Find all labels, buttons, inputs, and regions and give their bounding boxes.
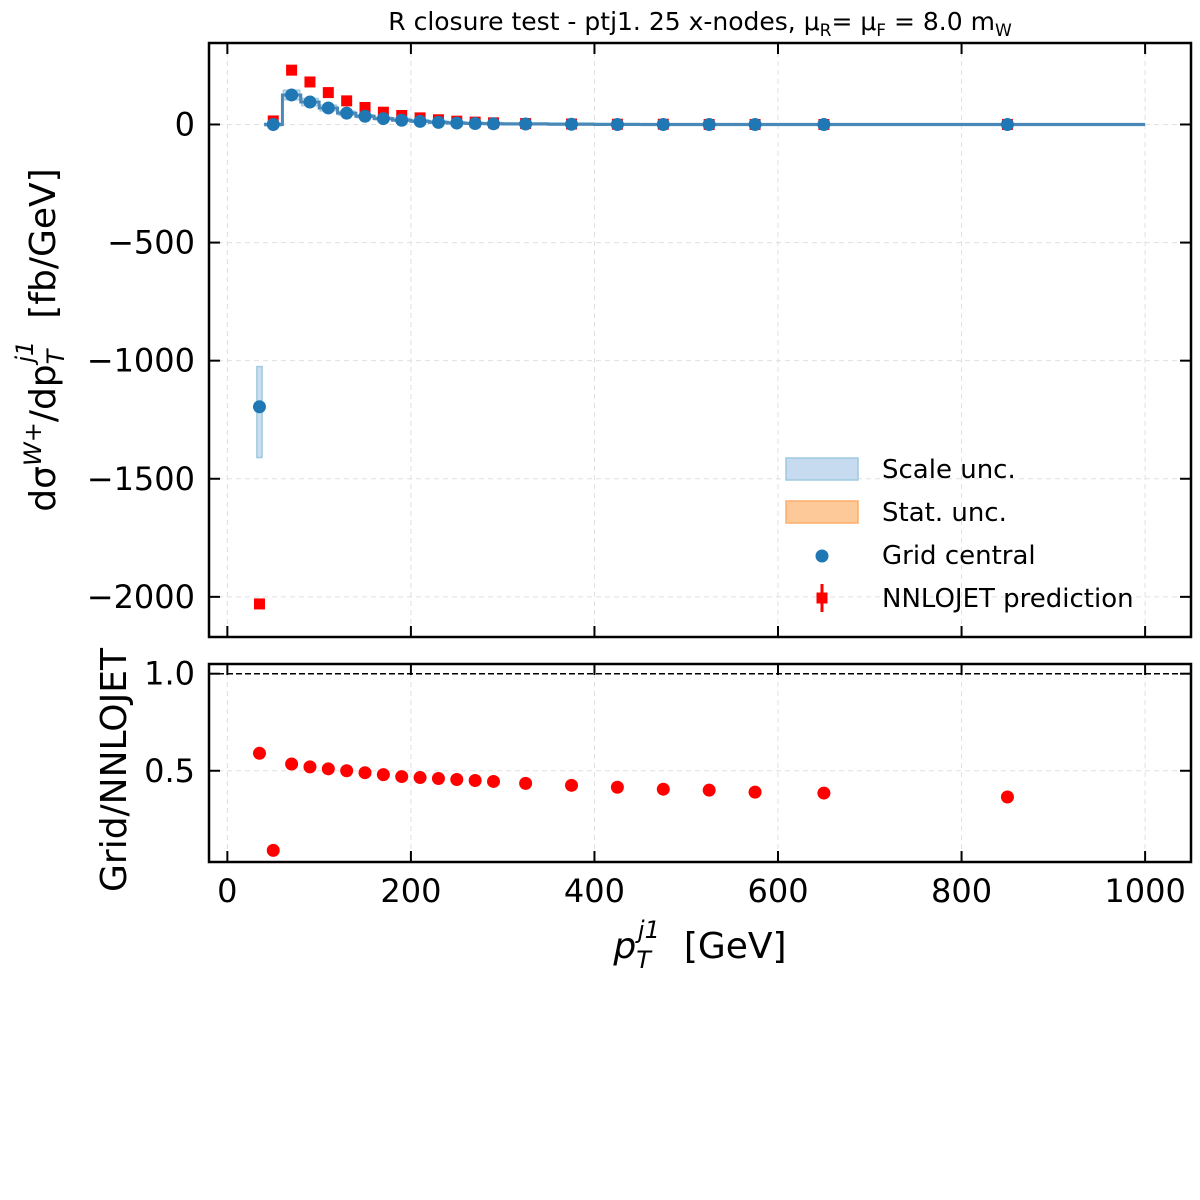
grid-central-point bbox=[321, 101, 335, 115]
ratio-point bbox=[450, 773, 464, 786]
legend-swatch-2 bbox=[815, 549, 829, 563]
grid-central-point bbox=[656, 117, 670, 131]
ratio-grid bbox=[209, 664, 1191, 862]
grid-central-point bbox=[252, 400, 266, 414]
grid-central-point bbox=[413, 114, 427, 128]
grid-central-point bbox=[450, 116, 464, 130]
xtick-label-4: 800 bbox=[931, 872, 992, 910]
nnlojet-point bbox=[322, 87, 334, 99]
ratio-point bbox=[413, 771, 427, 785]
legend-swatch-0 bbox=[785, 457, 859, 481]
main-ytick-label-2: −1000 bbox=[87, 342, 195, 380]
main-ytick-label-3: −1500 bbox=[87, 460, 195, 498]
legend-swatch-3 bbox=[816, 592, 828, 604]
grid-central-point bbox=[266, 117, 280, 131]
grid-central-point bbox=[748, 117, 762, 131]
grid-central-step-line bbox=[264, 93, 1146, 126]
grid-central-point bbox=[1000, 117, 1014, 131]
xtick-label-3: 600 bbox=[747, 872, 808, 910]
nnlojet-point bbox=[304, 76, 316, 88]
main-points bbox=[252, 64, 1014, 610]
ratio-point bbox=[748, 785, 762, 799]
ratio-point bbox=[321, 762, 335, 776]
grid-central-point bbox=[340, 106, 354, 120]
ratio-point bbox=[395, 770, 409, 784]
ratio-point bbox=[252, 746, 266, 760]
grid-central-point bbox=[395, 113, 409, 127]
grid-central-point bbox=[358, 109, 372, 123]
main-grid bbox=[209, 43, 1191, 637]
ratio-point bbox=[468, 773, 482, 787]
ratio-point bbox=[519, 776, 533, 790]
grid-central-point bbox=[487, 117, 501, 131]
ratio-point bbox=[285, 757, 299, 771]
legend-label-0: Scale unc. bbox=[882, 455, 1016, 485]
legend-swatch-1 bbox=[785, 500, 859, 524]
grid-central-point bbox=[565, 117, 579, 131]
ratio-point bbox=[358, 766, 372, 780]
grid-central-point bbox=[702, 117, 716, 131]
grid-central-point bbox=[817, 117, 831, 131]
main-ytick-label-0: 0 bbox=[175, 105, 195, 143]
ratio-ytick-label-0: 0.5 bbox=[144, 752, 195, 790]
nnlojet-point bbox=[341, 95, 353, 107]
plot-title: R closure test - ptj1. 25 x-nodes, μR= μ… bbox=[388, 7, 1012, 41]
ratio-point bbox=[1000, 790, 1014, 804]
ratio-axis-ticks: 0 200 400 600 800 1000 0.5 1.0 bbox=[144, 655, 1191, 910]
nnlojet-point bbox=[286, 64, 298, 76]
legend-label-3: NNLOJET prediction bbox=[882, 584, 1134, 614]
grid-central-point bbox=[376, 112, 390, 126]
ratio-ytick-label-1: 1.0 bbox=[144, 655, 195, 693]
xtick-label-2: 400 bbox=[564, 872, 625, 910]
grid-central-steps bbox=[256, 93, 1146, 409]
ratio-point bbox=[266, 843, 280, 857]
ratio-point bbox=[656, 782, 670, 796]
grid-central-point bbox=[431, 115, 445, 129]
scale-uncertainty-bands bbox=[256, 89, 1145, 459]
main-ytick-label-1: −500 bbox=[107, 224, 195, 262]
legend: Scale unc. Stat. unc. Grid central NNLOJET … bbox=[785, 455, 1134, 614]
grid-central-point bbox=[303, 95, 317, 109]
main-ytick-label-4: −2000 bbox=[87, 578, 195, 616]
xtick-label-1: 200 bbox=[380, 872, 441, 910]
ratio-points bbox=[252, 746, 1014, 857]
nnlojet-point bbox=[253, 598, 265, 610]
xtick-label-0: 0 bbox=[217, 872, 237, 910]
ratio-point bbox=[702, 783, 716, 797]
ratio-point bbox=[376, 768, 390, 782]
legend-label-2: Grid central bbox=[882, 541, 1036, 571]
grid-central-point bbox=[285, 88, 299, 102]
ratio-point bbox=[340, 764, 354, 778]
ratio-point bbox=[431, 772, 445, 786]
ratio-ylabel: Grid/NNLOJET bbox=[94, 647, 135, 892]
ratio-point bbox=[610, 780, 624, 794]
grid-central-point bbox=[519, 117, 533, 131]
ratio-point bbox=[565, 778, 579, 792]
xlabel: pTj1 [GeV] bbox=[612, 916, 786, 974]
grid-central-point bbox=[468, 117, 482, 131]
legend-label-1: Stat. unc. bbox=[882, 498, 1007, 528]
ratio-point bbox=[817, 786, 831, 800]
ratio-point bbox=[303, 760, 317, 774]
nnlojet-point bbox=[359, 101, 371, 113]
xtick-label-5: 1000 bbox=[1104, 872, 1185, 910]
main-ylabel: dσW+/dpTj1[fb/GeV] bbox=[11, 168, 70, 511]
main-axis-ticks: 0 −500 −1000 −1500 −2000 bbox=[87, 43, 1191, 637]
grid-central-point bbox=[610, 117, 624, 131]
main-plot-frame bbox=[207, 41, 1193, 639]
ratio-point bbox=[487, 774, 501, 788]
ratio-plot-frame bbox=[207, 662, 1193, 864]
